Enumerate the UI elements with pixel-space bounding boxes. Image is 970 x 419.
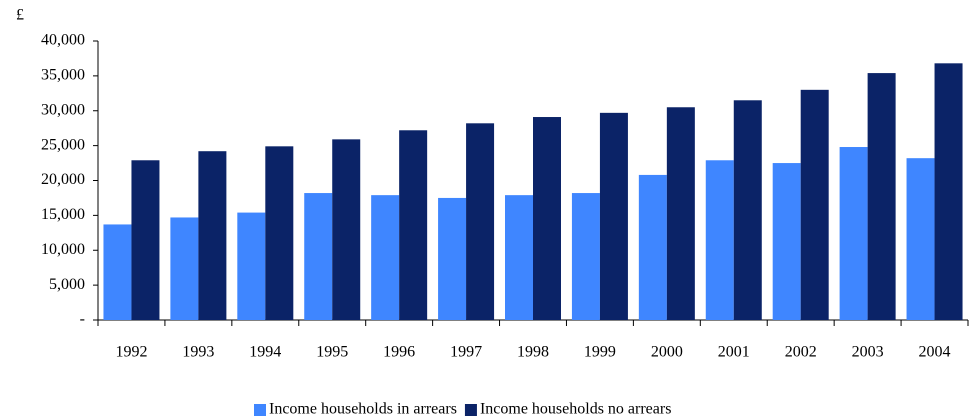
bar [867,73,896,321]
y-tick-label: 40,000 [41,32,85,49]
y-tick-label: 15,000 [41,206,85,223]
bar [839,147,868,320]
y-tick-label: - [80,311,85,328]
bar [103,224,132,320]
bar [198,151,227,320]
legend-label: Income households no arrears [480,401,672,418]
bar [131,160,160,320]
bar [371,195,400,320]
legend-swatch [254,404,266,416]
bar [800,89,829,320]
bar [399,130,428,320]
bar [666,107,695,320]
y-tick-label: 30,000 [41,101,85,118]
bar [237,212,266,320]
bar [438,197,467,320]
x-tick-label: 1999 [584,344,616,361]
x-tick-label: 2003 [852,344,884,361]
y-tick-label: 10,000 [41,241,85,258]
y-tick-label: 25,000 [41,136,85,153]
bar [906,158,935,320]
x-tick-label: 1996 [383,344,415,361]
x-tick-label: 2001 [718,344,750,361]
bar [533,117,561,320]
bar [332,139,361,320]
bar [599,112,628,320]
bar [772,163,801,320]
y-tick-label: 5,000 [49,276,85,293]
y-tick-label: 20,000 [41,171,85,188]
x-tick-label: 1998 [517,344,549,361]
bar [571,193,600,320]
x-tick-label: 1994 [249,344,281,361]
x-tick-label: 1993 [182,344,214,361]
bar [934,63,963,320]
bar [265,146,294,320]
y-axis-label: £ [16,7,24,24]
bar [505,195,533,320]
x-tick-label: 2004 [919,344,951,361]
legend-label: Income households in arrears [269,401,457,418]
x-tick-label: 1997 [450,344,482,361]
x-tick-label: 1995 [316,344,348,361]
y-tick-label: 35,000 [41,67,85,84]
legend-swatch [464,404,477,416]
bar [466,123,495,321]
bar [733,100,762,320]
x-tick-label: 2002 [785,344,817,361]
bar [638,174,667,320]
bar [304,193,333,320]
bar [705,160,734,320]
x-tick-label: 2000 [651,344,683,361]
bar [170,217,199,320]
x-tick-label: 1992 [115,344,147,361]
